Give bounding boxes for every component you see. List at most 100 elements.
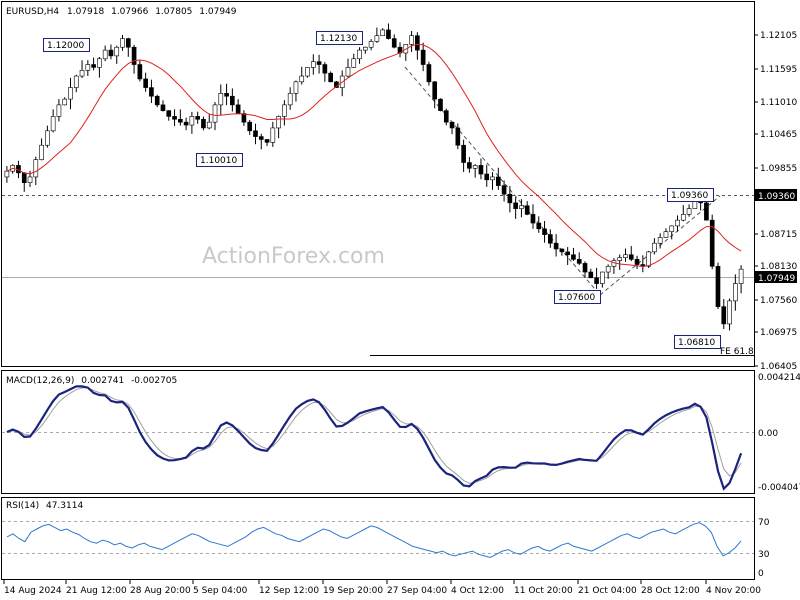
candle-body bbox=[33, 159, 39, 178]
candle-body bbox=[85, 64, 91, 71]
macd-line bbox=[6, 385, 743, 491]
candle-body bbox=[634, 259, 640, 265]
candle-body bbox=[680, 214, 686, 221]
candle-body bbox=[519, 205, 524, 209]
candle-body bbox=[409, 35, 414, 45]
price-y-axis: 1.12105 1.11595 1.11010 1.10465 1.09855 1.087… bbox=[754, 31, 797, 372]
candle-body bbox=[68, 87, 73, 100]
candle-body bbox=[733, 283, 738, 302]
candle-body bbox=[172, 116, 177, 120]
candle-body bbox=[704, 202, 709, 221]
candle-body bbox=[79, 69, 85, 77]
candle-body bbox=[559, 248, 565, 253]
candle-body bbox=[472, 165, 478, 169]
axis-current-price-text: 1.07949 bbox=[758, 274, 795, 284]
candle-body bbox=[56, 104, 62, 117]
macd-tick-bottom: -0.004047 bbox=[758, 483, 800, 493]
x-tick-label: 12 Sep 12:00 bbox=[259, 586, 319, 596]
candle-body bbox=[605, 265, 611, 273]
candle-body bbox=[524, 205, 530, 215]
axis-level-text: 1.09360 bbox=[758, 192, 795, 202]
candle-body bbox=[646, 251, 651, 267]
candle-body bbox=[230, 95, 235, 106]
price-tick-label: 1.11010 bbox=[760, 98, 797, 108]
price-label-110010-text: 1.10010 bbox=[200, 156, 237, 166]
candle-body bbox=[380, 29, 385, 37]
candle-body bbox=[571, 254, 576, 260]
candle-body bbox=[282, 104, 287, 117]
x-tick-label: 27 Sep 04:00 bbox=[387, 586, 447, 596]
candle-body bbox=[438, 98, 443, 111]
price-title: EURUSD,H4 bbox=[6, 7, 59, 17]
candle-body bbox=[131, 46, 137, 65]
candle-body bbox=[137, 64, 143, 80]
macd-title: MACD(12,26,9) bbox=[6, 376, 74, 386]
candle-body bbox=[91, 64, 96, 68]
candle-body bbox=[241, 113, 247, 123]
candle-body bbox=[299, 75, 305, 83]
candle-body bbox=[738, 268, 744, 284]
candle-body bbox=[617, 257, 623, 261]
macd-header: MACD(12,26,9) 0.002741 -0.002705 bbox=[6, 376, 177, 386]
price-tick-label: 1.11595 bbox=[760, 65, 797, 75]
candle-body bbox=[386, 29, 391, 39]
candle-body bbox=[663, 231, 669, 238]
candle-body bbox=[426, 64, 432, 83]
x-tick-label: 21 Aug 12:00 bbox=[66, 586, 127, 596]
candle-body bbox=[415, 35, 420, 51]
candle-body bbox=[715, 265, 721, 307]
x-tick-label: 4 Nov 20:00 bbox=[706, 586, 761, 596]
candle-body bbox=[305, 67, 310, 77]
candle-body bbox=[264, 139, 270, 143]
candle-body bbox=[287, 93, 293, 106]
candle-body bbox=[276, 116, 281, 129]
price-tick-label: 1.06975 bbox=[760, 328, 797, 338]
candle-body bbox=[4, 170, 10, 178]
price-label-110010: 1.10010 bbox=[196, 153, 243, 167]
moving-average-line bbox=[6, 43, 742, 268]
price-label-112000: 1.12000 bbox=[43, 38, 90, 52]
candle-body bbox=[160, 104, 166, 111]
macd-panel bbox=[1, 370, 755, 494]
rsi-tick-30: 30 bbox=[758, 550, 770, 560]
candle-body bbox=[594, 277, 599, 284]
candle-body bbox=[727, 300, 732, 325]
candle-body bbox=[316, 61, 322, 65]
candle-body bbox=[206, 121, 212, 129]
candle-body bbox=[495, 176, 501, 186]
x-tick-label: 28 Aug 20:00 bbox=[130, 586, 191, 596]
candle-body bbox=[345, 67, 351, 77]
candle-body bbox=[675, 219, 680, 227]
candle-body bbox=[218, 93, 224, 106]
candle-body bbox=[576, 259, 582, 264]
candle-body bbox=[565, 251, 570, 256]
price-panel bbox=[1, 1, 755, 367]
candle-body bbox=[270, 127, 276, 143]
candle-body bbox=[548, 234, 553, 244]
candle-body bbox=[322, 64, 328, 74]
price-tick-label: 1.06405 bbox=[760, 362, 797, 372]
candle-body bbox=[102, 49, 108, 60]
rsi-tick-0: 0 bbox=[758, 569, 764, 579]
candle-body bbox=[553, 242, 559, 250]
fe-label: FE 61.8 bbox=[720, 347, 754, 357]
candle-body bbox=[328, 72, 333, 83]
x-tick-label: 14 Aug 2024 bbox=[4, 586, 62, 596]
candle-body bbox=[420, 49, 426, 65]
candle-body bbox=[224, 93, 229, 97]
candle-body bbox=[108, 49, 114, 57]
candle-body bbox=[125, 38, 131, 48]
price-low: 1.07805 bbox=[155, 7, 192, 17]
candle-body bbox=[600, 271, 605, 284]
price-tick-label: 1.07560 bbox=[760, 296, 797, 306]
price-close: 1.07949 bbox=[199, 7, 236, 17]
price-tick-label: 1.08130 bbox=[760, 262, 797, 272]
macd-tick-zero: 0.00 bbox=[758, 429, 778, 439]
candle-body bbox=[467, 162, 472, 169]
candle-body bbox=[484, 173, 490, 181]
candle-body bbox=[432, 81, 438, 100]
candle-body bbox=[374, 35, 380, 42]
price-label-112000-text: 1.12000 bbox=[47, 41, 84, 51]
candle-body bbox=[120, 38, 125, 48]
candle-body bbox=[201, 118, 206, 129]
